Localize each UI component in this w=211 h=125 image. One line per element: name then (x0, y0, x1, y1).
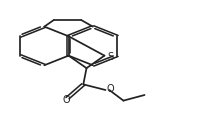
Text: S: S (107, 52, 114, 62)
Text: O: O (62, 95, 70, 105)
Text: O: O (106, 84, 114, 94)
